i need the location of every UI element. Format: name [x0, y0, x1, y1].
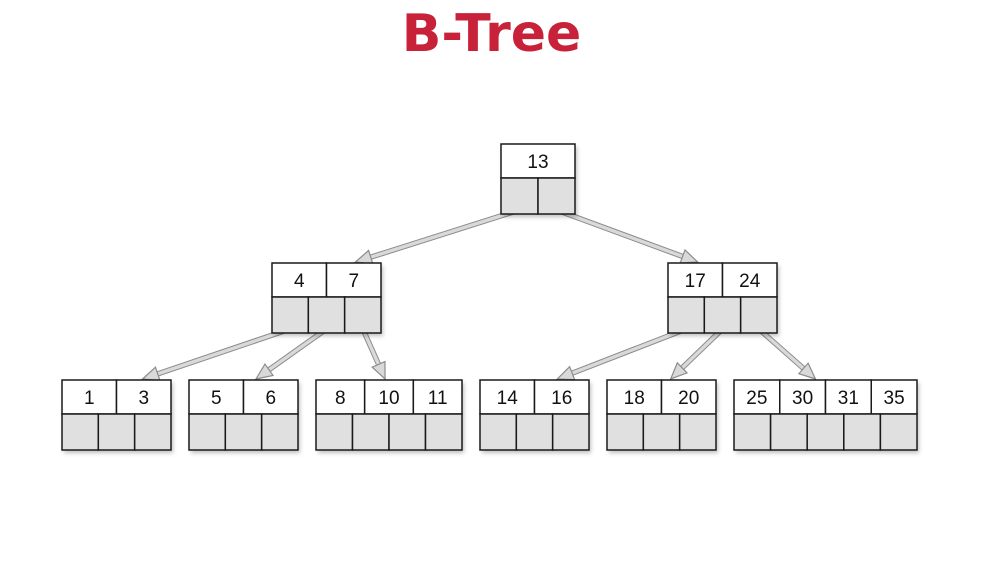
btree-node: 17 24 [667, 262, 778, 334]
key-label: 24 [739, 271, 761, 292]
edge-arrow [555, 326, 688, 381]
pointer-cell [843, 413, 882, 451]
key-cell [325, 262, 382, 298]
key-label: 5 [211, 388, 222, 409]
key-label: 1 [84, 388, 95, 409]
edges-layer [141, 207, 817, 382]
btree-node: 8 10 11 [315, 379, 463, 451]
edge-arrowhead [371, 360, 386, 381]
edge-arrow [354, 207, 521, 265]
pointer-cell [806, 413, 845, 451]
nodes-layer: 134 7 17 241 3 5 6 8 10 11 14 16 18 20 25 30 31 35 [61, 143, 918, 451]
edge-shaft [369, 207, 521, 260]
pointer-cell [97, 413, 136, 451]
key-label: 16 [551, 388, 572, 409]
key-cell [115, 379, 172, 415]
edge-arrow [555, 207, 700, 264]
key-label: 13 [527, 152, 548, 173]
pointer-cell [224, 413, 263, 451]
edge-arrowhead [669, 361, 689, 381]
key-label: 30 [792, 388, 813, 409]
key-label: 18 [624, 388, 645, 409]
btree-node: 25 30 31 35 [733, 379, 918, 451]
key-label: 25 [746, 388, 767, 409]
pointer-cell [879, 413, 918, 451]
pointer-cell [260, 413, 299, 451]
pointer-cell [388, 413, 427, 451]
pointer-cell [307, 296, 346, 334]
key-cell [363, 379, 415, 415]
key-label: 4 [294, 271, 305, 292]
edge-arrow [756, 326, 817, 380]
pointer-cell [479, 413, 518, 451]
edge-arrow [669, 326, 725, 381]
key-label: 6 [265, 388, 276, 409]
key-cell [733, 379, 781, 415]
key-cell [533, 379, 590, 415]
pointer-cell [351, 413, 390, 451]
edge-arrowhead [254, 362, 275, 380]
edge-arrowhead [679, 248, 700, 264]
pointer-cell [642, 413, 681, 451]
edge-arrow [360, 327, 386, 381]
pointer-cell [733, 413, 772, 451]
key-cell [667, 262, 724, 298]
pointer-cell [739, 296, 778, 334]
pointer-cell [61, 413, 100, 451]
pointer-cell [515, 413, 554, 451]
pointer-cell [551, 413, 590, 451]
diagram-title: B-Tree [401, 4, 582, 64]
pointer-cell [271, 296, 310, 334]
edge-shaft [555, 207, 684, 260]
pointer-cell [769, 413, 808, 451]
key-label: 31 [838, 388, 859, 409]
pointer-cell [315, 413, 354, 451]
key-label: 10 [378, 388, 399, 409]
btree-node: 14 16 [479, 379, 590, 451]
edge-shaft [570, 326, 688, 376]
key-cell [412, 379, 463, 415]
key-label: 7 [348, 271, 359, 292]
pointer-cell [678, 413, 717, 451]
pointer-cell [703, 296, 742, 334]
pointer-cell [133, 413, 172, 451]
btree-node: 13 [500, 143, 576, 215]
key-cell [188, 379, 245, 415]
key-label: 20 [678, 388, 699, 409]
key-label: 8 [335, 388, 346, 409]
edge-shaft [756, 326, 806, 371]
key-label: 14 [497, 388, 519, 409]
edge-arrowhead [354, 249, 374, 265]
key-cell [500, 143, 576, 179]
edge-arrowhead [141, 366, 161, 382]
pointer-cell [537, 177, 576, 215]
pointer-cell [424, 413, 463, 451]
key-label: 17 [685, 271, 706, 292]
key-cell [315, 379, 366, 415]
pointer-cell [667, 296, 706, 334]
key-label: 3 [138, 388, 149, 409]
pointer-cell [188, 413, 227, 451]
pointer-cell [606, 413, 645, 451]
edge-arrowhead [797, 362, 817, 380]
key-cell [721, 262, 778, 298]
pointer-cell [500, 177, 539, 215]
key-label: 35 [884, 388, 905, 409]
btree-node: 18 20 [606, 379, 717, 451]
key-label: 11 [428, 388, 448, 409]
edge-arrowhead [555, 365, 576, 381]
pointer-cell [343, 296, 382, 334]
key-cell [606, 379, 663, 415]
